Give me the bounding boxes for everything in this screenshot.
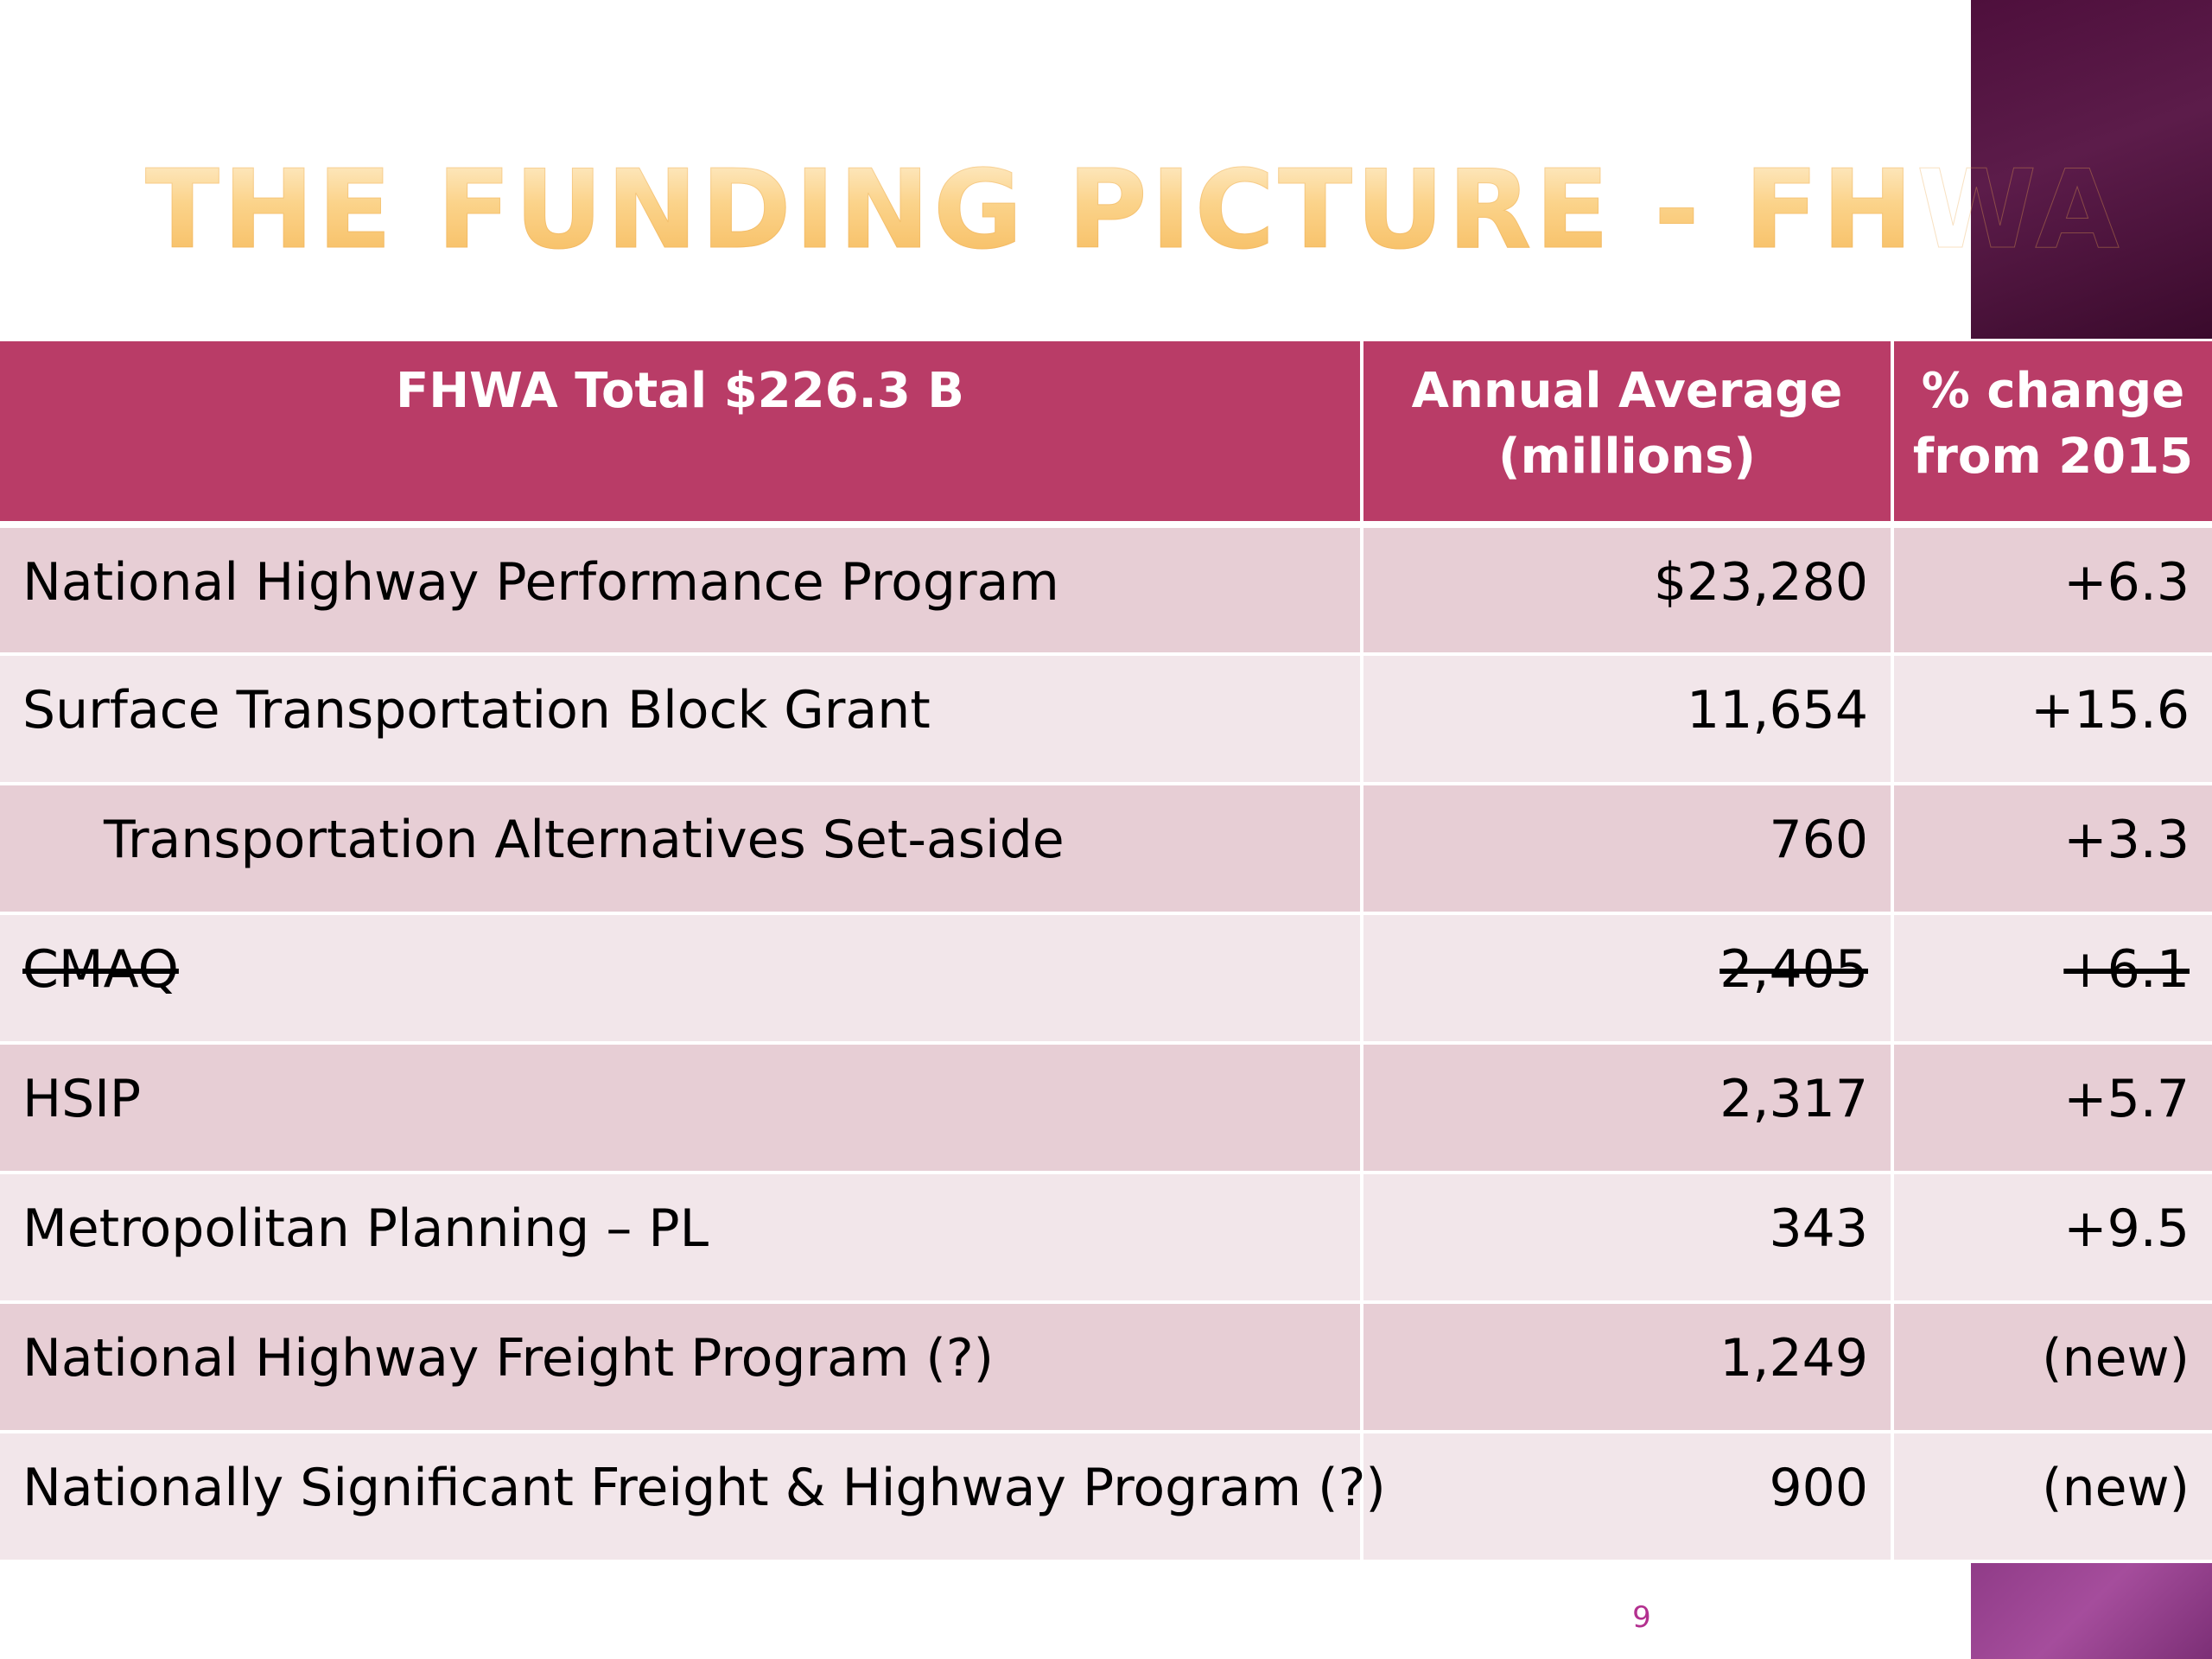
program-name: National Highway Performance Program [0, 524, 1363, 656]
annual-average-value: 11,654 [1362, 654, 1894, 785]
annual-average-value: 1,249 [1362, 1302, 1894, 1433]
table-row: Nationally Significant Freight & Highway… [0, 1432, 2212, 1563]
program-name: CMAQ [0, 913, 1363, 1045]
annual-average-value: $23,280 [1362, 524, 1894, 656]
pct-change-value: (new) [1892, 1302, 2212, 1433]
pct-change-value: +5.7 [1892, 1043, 2212, 1174]
header-program-label: FHWA Total $226.3 B [396, 363, 964, 419]
annual-average-value: 2,317 [1362, 1043, 1894, 1174]
table-row: National Highway Performance Program $23… [0, 524, 2212, 656]
header-annual-average-line1: Annual Average [1411, 363, 1843, 419]
program-name: Transportation Alternatives Set-aside [0, 784, 1363, 915]
page-number: 9 [1632, 1600, 1651, 1635]
annual-average-value: 760 [1362, 784, 1894, 915]
table-header-row: FHWA Total $226.3 B Annual Average (mill… [0, 341, 2212, 528]
annual-average-value: 900 [1362, 1432, 1894, 1563]
slide-title: The Funding Picture - FHWA [145, 146, 2123, 274]
program-name: National Highway Freight Program (?) [0, 1302, 1363, 1433]
decorative-block-bottom [1971, 1549, 2212, 1659]
funding-table: FHWA Total $226.3 B Annual Average (mill… [0, 341, 2212, 1563]
table-row: Surface Transportation Block Grant 11,65… [0, 654, 2212, 785]
program-name: Surface Transportation Block Grant [0, 654, 1363, 785]
table-row-struck-through: CMAQ 2,405 +6.1 [0, 913, 2212, 1045]
header-pct-change: % change from 2015 [1892, 341, 2212, 528]
program-name: HSIP [0, 1043, 1363, 1174]
table-row: National Highway Freight Program (?) 1,2… [0, 1302, 2212, 1433]
pct-change-value: +15.6 [1892, 654, 2212, 785]
table-row: HSIP 2,317 +5.7 [0, 1043, 2212, 1174]
header-pct-change-line2: from 2015 [1912, 429, 2194, 485]
table-row: Metropolitan Planning – PL 343 +9.5 [0, 1173, 2212, 1304]
program-name: Nationally Significant Freight & Highway… [0, 1432, 1386, 1563]
header-program: FHWA Total $226.3 B [0, 341, 1363, 528]
header-annual-average-line2: (millions) [1498, 429, 1756, 485]
decorative-block-top [1971, 0, 2212, 339]
annual-average-value: 2,405 [1362, 913, 1894, 1045]
pct-change-value: +9.5 [1892, 1173, 2212, 1304]
pct-change-value: +3.3 [1892, 784, 2212, 915]
table-row: Transportation Alternatives Set-aside 76… [0, 784, 2212, 915]
pct-change-value: (new) [1892, 1432, 2212, 1563]
header-annual-average: Annual Average (millions) [1362, 341, 1894, 528]
pct-change-value: +6.1 [1892, 913, 2212, 1045]
header-pct-change-line1: % change [1921, 363, 2185, 419]
program-name: Metropolitan Planning – PL [0, 1173, 1363, 1304]
pct-change-value: +6.3 [1892, 524, 2212, 656]
annual-average-value: 343 [1362, 1173, 1894, 1304]
